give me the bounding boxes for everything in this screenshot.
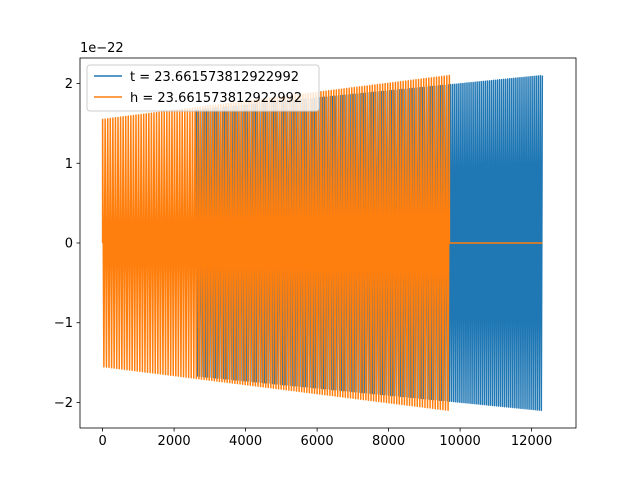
legend-label-t: t = 23.661573812922992: [130, 70, 299, 85]
x-axis: 0 2000 4000 6000 8000 10000 12000: [98, 428, 552, 449]
y-offset-text: 1e−22: [80, 41, 124, 56]
series-line-1: [101, 74, 543, 412]
x-tick-label: 6000: [301, 434, 334, 449]
x-tick-label: 0: [98, 434, 106, 449]
legend-box: [86, 64, 320, 112]
x-tick-label: 10000: [439, 434, 480, 449]
x-tick-label: 4000: [229, 434, 262, 449]
y-tick-label: 0: [65, 237, 73, 252]
x-tick-label: 8000: [372, 434, 405, 449]
y-axis: −2 −1 0 1 2: [54, 77, 80, 411]
legend: t = 23.661573812922992 h = 23.6615738129…: [86, 64, 320, 112]
series-layer: [101, 74, 544, 412]
y-tick-label: 1: [65, 157, 73, 172]
x-tick-label: 12000: [511, 434, 552, 449]
x-tick-label: 2000: [158, 434, 191, 449]
legend-label-h: h = 23.661573812922992: [130, 91, 302, 106]
y-tick-label: −1: [54, 316, 73, 331]
y-tick-label: 2: [65, 77, 73, 92]
y-tick-label: −2: [54, 396, 73, 411]
